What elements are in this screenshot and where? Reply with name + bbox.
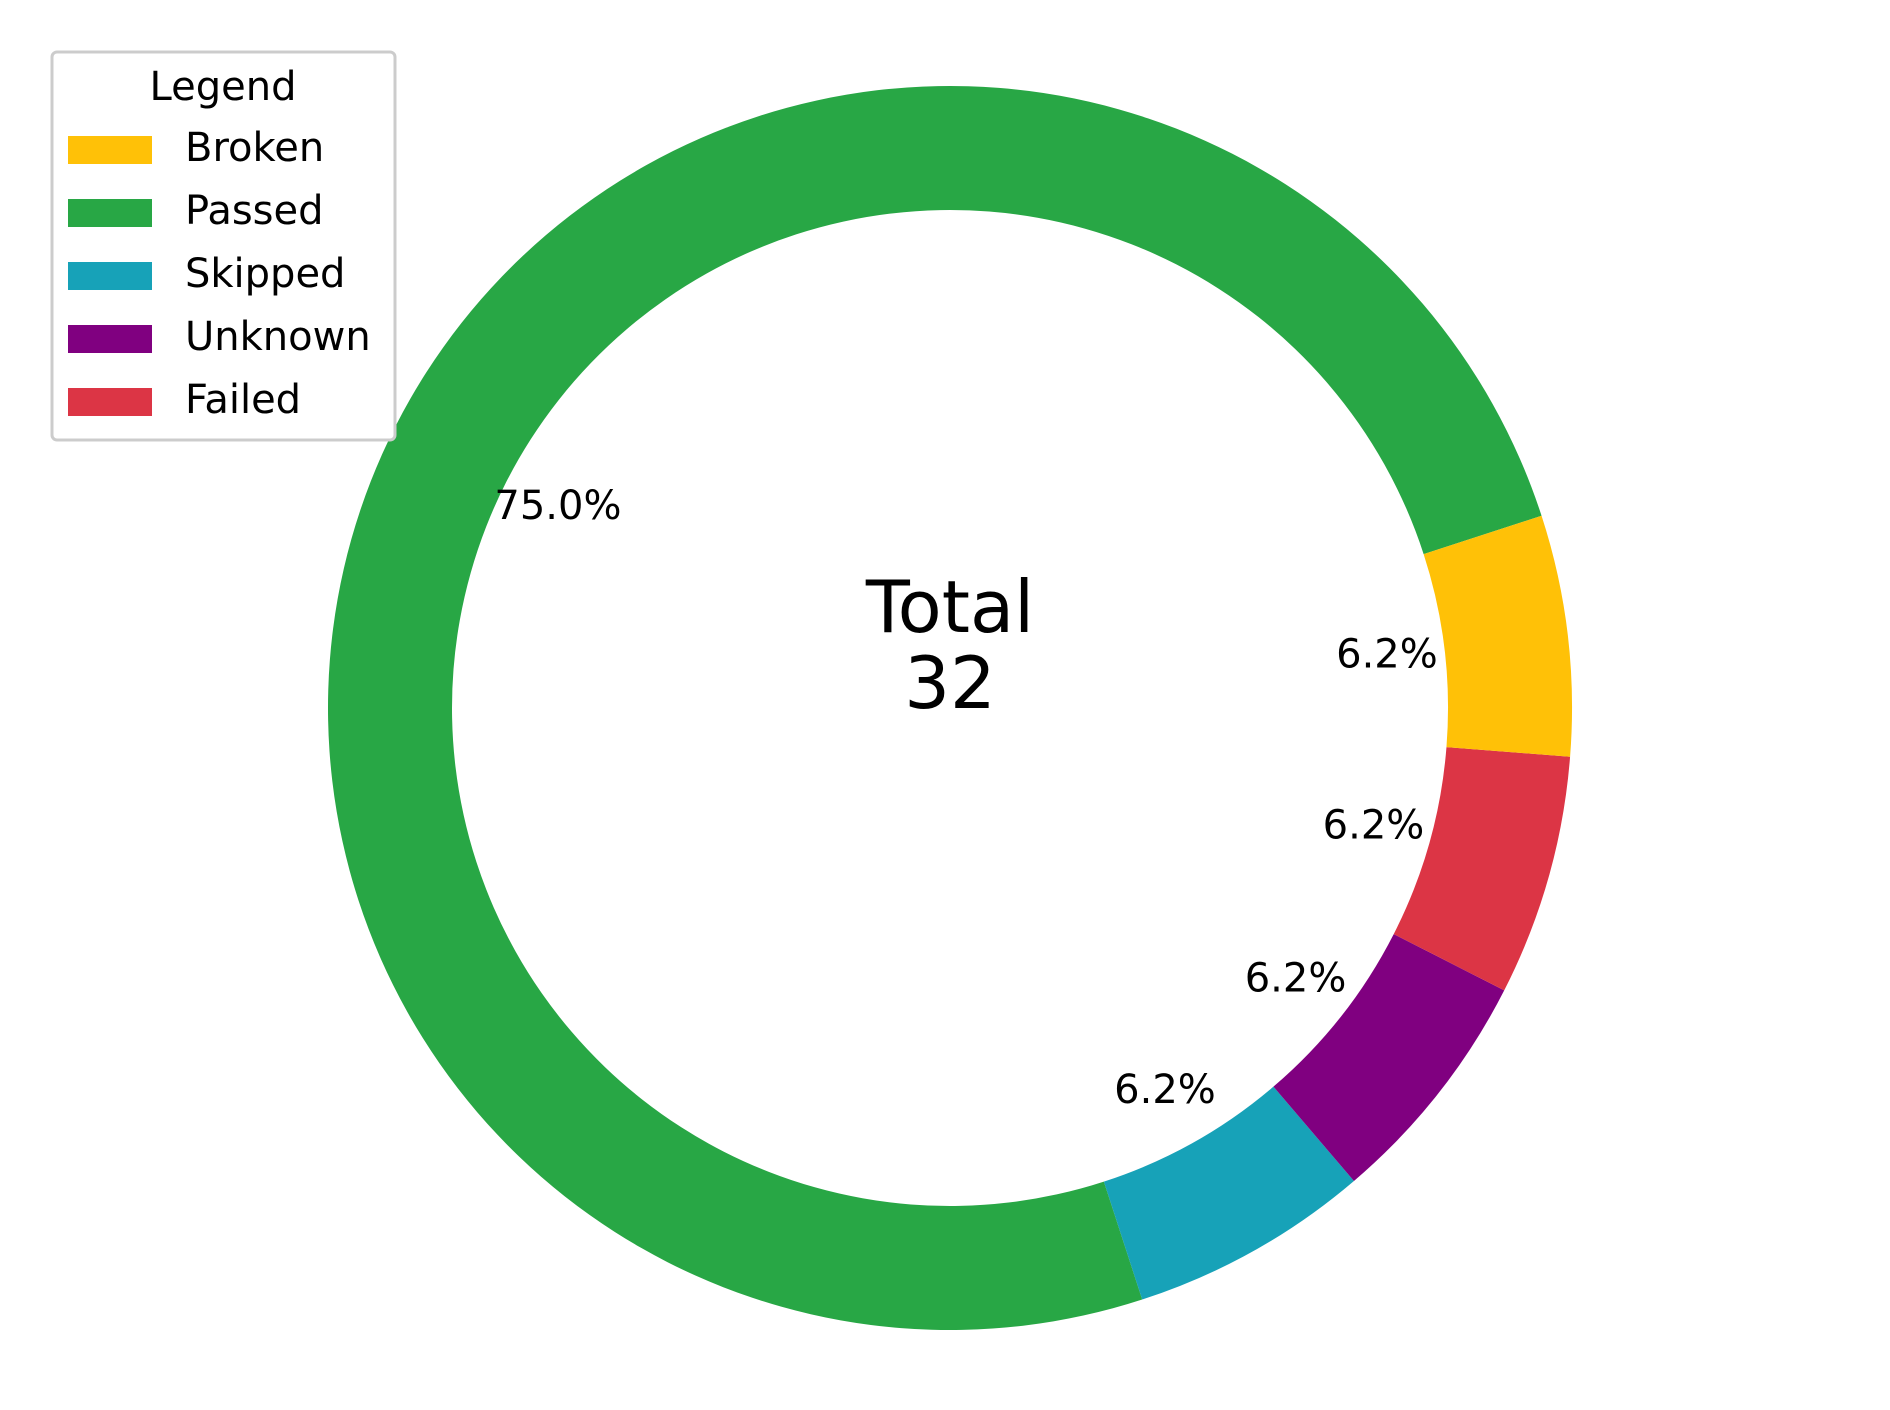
percent-labels: 75.0% 6.2% 6.2% 6.2% 6.2% [494, 483, 1437, 1113]
center-total-label: Total [865, 565, 1034, 649]
pct-label-broken: 6.2% [1336, 631, 1438, 677]
slice-unknown [1273, 934, 1505, 1181]
pct-label-skipped: 6.2% [1114, 1067, 1216, 1113]
legend-label-broken: Broken [185, 125, 324, 171]
legend-swatch-broken [68, 136, 152, 164]
center-total-value: 32 [904, 641, 996, 725]
legend-label-skipped: Skipped [185, 251, 345, 297]
legend-label-unknown: Unknown [185, 314, 371, 360]
legend-swatch-passed [68, 199, 152, 227]
donut-slices [327, 85, 1572, 1330]
legend-label-passed: Passed [185, 188, 324, 234]
pct-label-unknown: 6.2% [1245, 955, 1347, 1001]
slice-skipped [1103, 1086, 1354, 1300]
legend-swatch-failed [68, 388, 152, 416]
legend-items: Broken Passed Skipped Unknown Failed [68, 125, 371, 423]
pct-label-failed: 6.2% [1323, 802, 1425, 848]
slice-broken [1423, 515, 1572, 757]
legend-swatch-unknown [68, 325, 152, 353]
pct-label-passed: 75.0% [494, 483, 621, 529]
legend-swatch-skipped [68, 262, 152, 290]
legend-title: Legend [150, 64, 297, 110]
slice-failed [1393, 747, 1571, 991]
legend-label-failed: Failed [185, 377, 301, 423]
legend: Legend Broken Passed Skipped Unknown Failed [50, 50, 397, 442]
